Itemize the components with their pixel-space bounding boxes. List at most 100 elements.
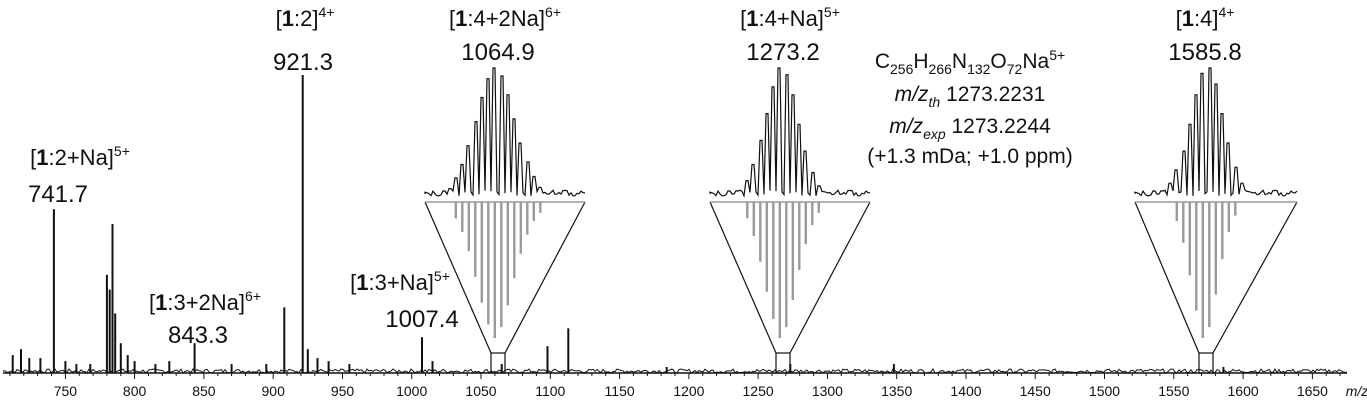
x-tick-label: 800 (123, 383, 147, 399)
peak-mz-value: 741.7 (28, 181, 88, 208)
formula-part: 5+ (1049, 47, 1065, 63)
x-tick-label: 1500 (1089, 383, 1120, 399)
ion-component: 1 (455, 6, 467, 31)
x-tick-label: 1400 (950, 383, 981, 399)
ion-formula: [1:2+Na]5+ (30, 143, 130, 170)
inset-funnel-left (1134, 201, 1200, 354)
peak-mz-value: 1064.9 (461, 39, 534, 66)
x-tick-label: 950 (331, 383, 355, 399)
ion-charge: 5+ (824, 4, 840, 20)
formula-annotation: C256H266N132O72Na5+m/zth 1273.2231m/zexp… (867, 47, 1072, 168)
x-axis-label: m/z (1346, 383, 1367, 399)
ion-formula: [1:3+Na]5+ (350, 268, 450, 295)
inset-funnel-left (709, 201, 777, 354)
mz-symbol: m/z (895, 83, 929, 106)
x-tick-label: 1550 (1158, 383, 1189, 399)
peak-label-0: [1:2+Na]5+ 741.7 (28, 143, 130, 208)
inset-experimental-trace (1134, 67, 1298, 197)
peak-labels: [1:2+Na]5+741.7[1:3+2Na]6+843.3[1:2]4+92… (28, 4, 1242, 349)
inset-funnel-right (504, 201, 586, 354)
x-tick-label: 1150 (605, 383, 635, 399)
inset-zoom-box (775, 352, 791, 374)
ion-charge: 6+ (245, 288, 261, 304)
peak-label-5: [1:4+Na]5+ 1273.2 (740, 4, 840, 66)
peak-mz-value: 1007.4 (385, 306, 458, 333)
experimental-mz: m/zexp 1273.2244 (889, 115, 1051, 142)
ion-formula: [1:3+2Na]6+ (149, 288, 261, 315)
x-axis: 750 800 850 900 950 1000 1050 1100 1150 1200 1250 1… (3, 372, 1367, 399)
x-tick-label: 900 (262, 383, 286, 399)
x-tick-label: 1250 (743, 383, 774, 399)
ion-bracket: [ (30, 145, 36, 170)
formula-part: Na (1022, 50, 1049, 73)
x-tick-label: 1000 (396, 383, 427, 399)
inset-experimental-trace (709, 67, 871, 198)
x-tick-label: 1350 (881, 383, 912, 399)
peak-mz-value: 921.3 (273, 49, 333, 76)
mass-error: (+1.3 mDa; +1.0 ppm) (867, 145, 1072, 168)
x-tick-label: 1100 (535, 383, 565, 399)
peak-series (11, 75, 1225, 373)
ion-component: 1 (282, 6, 294, 31)
x-tick-label: 1450 (1020, 383, 1051, 399)
peak-mz-value: 1585.8 (1168, 39, 1241, 66)
ion-component: 1 (1182, 6, 1194, 31)
ion-bracket: [ (449, 6, 455, 31)
mz-subscript: th (929, 94, 941, 110)
ion-charge: 4+ (318, 4, 334, 20)
ion-bracket: [ (1176, 6, 1182, 31)
ion-charge: 6+ (545, 4, 561, 20)
x-tick-label: 850 (192, 383, 216, 399)
isotope-insets (424, 67, 1298, 374)
ion-rest: :2] (294, 6, 318, 31)
theoretical-mz: m/zth 1273.2231 (895, 83, 1046, 110)
formula-part: N (952, 50, 967, 73)
ion-charge: 5+ (434, 268, 450, 284)
ion-component: 1 (155, 290, 167, 315)
mz-subscript: exp (923, 126, 946, 142)
ion-formula: [1:4+Na]5+ (740, 4, 840, 31)
x-tick-label: 1200 (673, 383, 704, 399)
ion-component: 1 (36, 145, 48, 170)
ion-rest: :4+2Na] (467, 6, 545, 31)
x-tick-label: 1300 (812, 383, 843, 399)
molecular-formula: C256H266N132O72Na5+ (875, 47, 1065, 77)
x-tick-label: 1650 (1297, 383, 1328, 399)
formula-part: 72 (1007, 61, 1023, 77)
peak-mz-value: 1273.2 (746, 39, 819, 66)
ion-rest: :3+Na] (368, 270, 433, 295)
ion-bracket: [ (276, 6, 282, 31)
ion-component: 1 (746, 6, 758, 31)
formula-part: 266 (929, 61, 953, 77)
x-tick-label: 1600 (1228, 383, 1259, 399)
ion-component: 1 (356, 270, 368, 295)
ion-charge: 4+ (1218, 4, 1234, 20)
x-tick-label: 1050 (465, 383, 496, 399)
inset-experimental-trace (424, 67, 586, 197)
inset-zoom-box (1198, 352, 1214, 374)
ion-bracket: [ (740, 6, 746, 31)
inset-funnel-right (1212, 201, 1298, 354)
formula-part: 256 (890, 61, 914, 77)
formula-part: C (875, 50, 890, 73)
ion-rest: :4+Na] (758, 6, 823, 31)
formula-part: H (913, 50, 928, 73)
ion-rest: :2+Na] (48, 145, 113, 170)
ion-formula: [1:2]4+ (276, 4, 335, 31)
ion-rest: :3+2Na] (167, 290, 245, 315)
inset-2 (1134, 67, 1298, 374)
mz-value: 1273.2231 (946, 83, 1045, 106)
inset-funnel-left (424, 201, 492, 354)
peak-mz-value: 843.3 (168, 322, 228, 349)
x-tick-label: 750 (54, 383, 78, 399)
formula-part: O (990, 50, 1006, 73)
ion-charge: 5+ (114, 143, 130, 159)
peak-label-1: [1:3+2Na]6+ 843.3 (149, 288, 261, 349)
inset-0 (424, 67, 586, 374)
formula-part: 132 (967, 61, 991, 77)
inset-1 (709, 67, 871, 374)
inset-zoom-box (490, 352, 506, 374)
inset-funnel-right (789, 201, 871, 354)
peak-label-4: [1:4+2Na]6+ 1064.9 (449, 4, 561, 66)
